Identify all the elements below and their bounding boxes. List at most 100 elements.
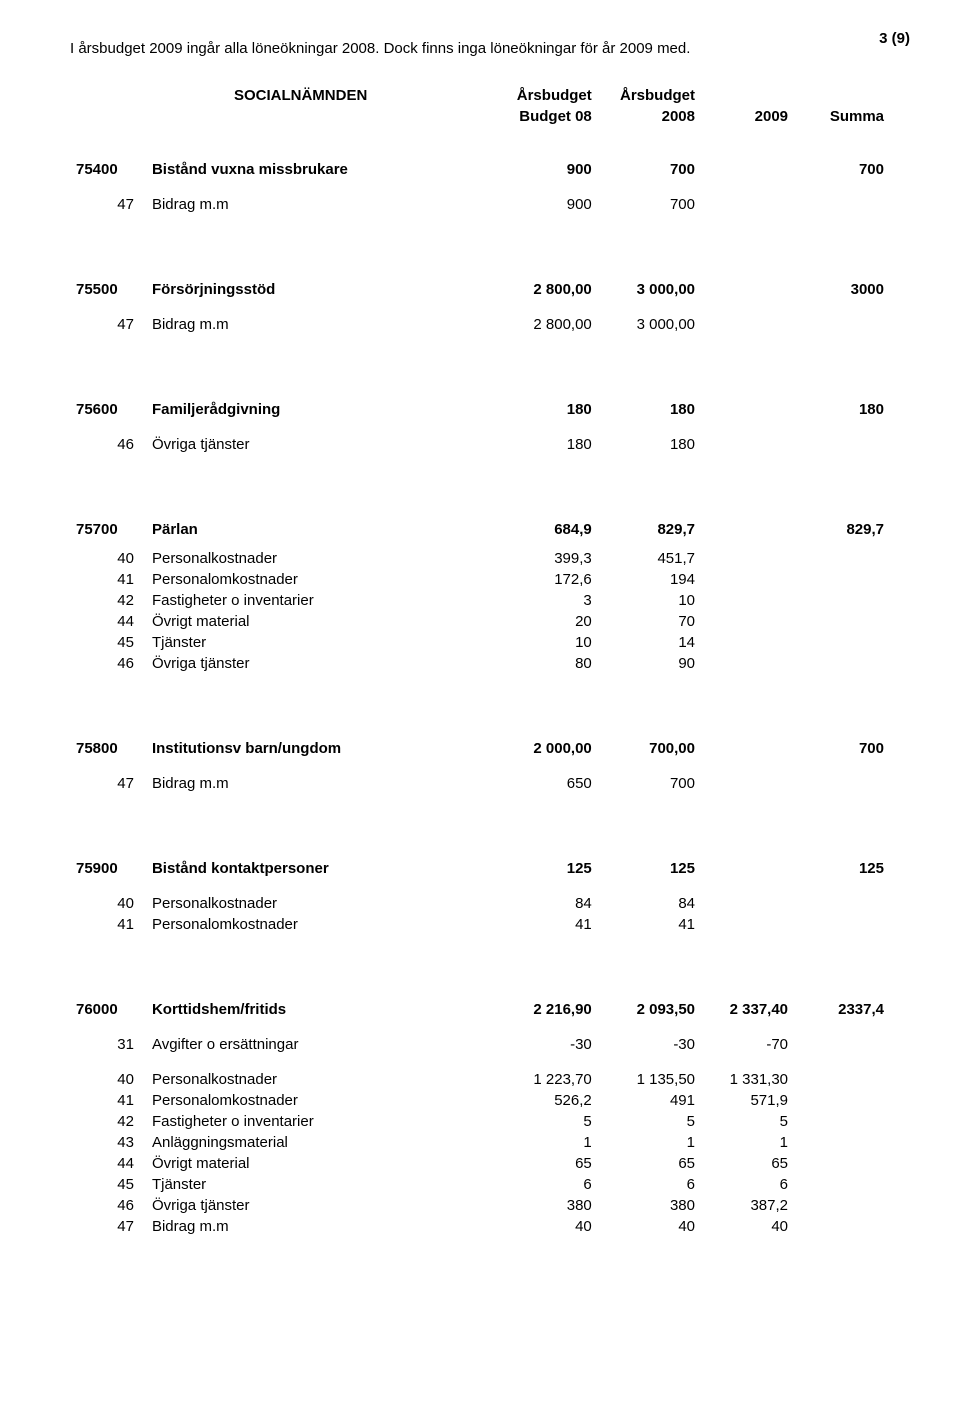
section-val [701, 279, 794, 300]
section-val: 180 [495, 399, 598, 420]
section-code: 75800 [70, 738, 146, 759]
row-name: Övriga tjänster [146, 434, 495, 455]
row-val [701, 632, 794, 653]
section-header-row: 76000Korttidshem/fritids2 216,902 093,50… [70, 999, 890, 1020]
row-code: 45 [70, 632, 146, 653]
row-code: 46 [70, 434, 146, 455]
row-name: Tjänster [146, 632, 495, 653]
row-name: Bidrag m.m [146, 1216, 495, 1237]
page: 3 (9) I årsbudget 2009 ingår alla löneök… [0, 0, 960, 1405]
section-val: 829,7 [794, 519, 890, 540]
table-row: 47Bidrag m.m2 800,003 000,00 [70, 314, 890, 335]
section-val [701, 738, 794, 759]
row-val: 650 [495, 773, 598, 794]
section-val: 2 216,90 [495, 999, 598, 1020]
row-val [794, 1153, 890, 1174]
row-val: 700 [598, 773, 701, 794]
row-val: 5 [598, 1111, 701, 1132]
row-code: 41 [70, 1090, 146, 1111]
row-code: 43 [70, 1132, 146, 1153]
row-val: 1 331,30 [701, 1069, 794, 1090]
row-code: 45 [70, 1174, 146, 1195]
row-name: Personalomkostnader [146, 1090, 495, 1111]
row-val [794, 314, 890, 335]
table-row: 31Avgifter o ersättningar-30-30-70 [70, 1034, 890, 1055]
row-val [701, 893, 794, 914]
row-name: Anläggningsmaterial [146, 1132, 495, 1153]
row-val: 900 [495, 194, 598, 215]
row-val [794, 569, 890, 590]
table-row: 42Fastigheter o inventarier555 [70, 1111, 890, 1132]
section-name: Bistånd vuxna missbrukare [146, 159, 495, 180]
section-header-row: 75400Bistånd vuxna missbrukare900700700 [70, 159, 890, 180]
table-row: 46Övriga tjänster8090 [70, 653, 890, 674]
row-code: 40 [70, 893, 146, 914]
row-val [794, 611, 890, 632]
row-val: 84 [495, 893, 598, 914]
intro-text: I årsbudget 2009 ingår alla löneökningar… [70, 40, 890, 57]
row-val [794, 1034, 890, 1055]
row-val [701, 653, 794, 674]
row-val: 40 [701, 1216, 794, 1237]
table-row: 41Personalomkostnader4141 [70, 914, 890, 935]
row-code: 47 [70, 314, 146, 335]
section-val: 180 [598, 399, 701, 420]
row-val: 380 [598, 1195, 701, 1216]
section-val: 700 [794, 159, 890, 180]
table-row: 46Övriga tjänster380380387,2 [70, 1195, 890, 1216]
row-val: 40 [598, 1216, 701, 1237]
row-val: 65 [598, 1153, 701, 1174]
table-row: 40Personalkostnader8484 [70, 893, 890, 914]
row-val [794, 914, 890, 935]
row-code: 46 [70, 1195, 146, 1216]
section-val: 700 [794, 738, 890, 759]
section-val: 2 800,00 [495, 279, 598, 300]
section-code: 75500 [70, 279, 146, 300]
row-code: 40 [70, 1069, 146, 1090]
header-col1b: Budget 08 [495, 106, 598, 127]
table-row: 47Bidrag m.m900700 [70, 194, 890, 215]
table-row: 41Personalomkostnader172,6194 [70, 569, 890, 590]
row-val: 41 [598, 914, 701, 935]
section-val: 2 093,50 [598, 999, 701, 1020]
row-val [794, 1069, 890, 1090]
row-code: 42 [70, 1111, 146, 1132]
section-val [701, 159, 794, 180]
section-val: 3000 [794, 279, 890, 300]
page-number: 3 (9) [879, 30, 910, 47]
row-val: 10 [598, 590, 701, 611]
row-val: 380 [495, 1195, 598, 1216]
header-col2b: 2008 [598, 106, 701, 127]
row-val [794, 632, 890, 653]
row-name: Personalomkostnader [146, 569, 495, 590]
row-code: 47 [70, 1216, 146, 1237]
table-row: 44Övrigt material2070 [70, 611, 890, 632]
row-val: 399,3 [495, 548, 598, 569]
section-code: 75400 [70, 159, 146, 180]
row-val [701, 590, 794, 611]
table-header-row1: SOCIALNÄMNDEN Årsbudget Årsbudget [70, 85, 890, 106]
row-name: Övriga tjänster [146, 1195, 495, 1216]
section-header-row: 75600Familjerådgivning180180180 [70, 399, 890, 420]
row-val: 1 [598, 1132, 701, 1153]
row-val [794, 548, 890, 569]
table-row: 45Tjänster666 [70, 1174, 890, 1195]
table-header-row2: Budget 08 2008 2009 Summa [70, 106, 890, 127]
row-val: 1 223,70 [495, 1069, 598, 1090]
section-val: 125 [495, 858, 598, 879]
row-val: 172,6 [495, 569, 598, 590]
row-name: Personalkostnader [146, 1069, 495, 1090]
row-val [701, 611, 794, 632]
section-name: Korttidshem/fritids [146, 999, 495, 1020]
row-val: 41 [495, 914, 598, 935]
row-val: 2 800,00 [495, 314, 598, 335]
row-code: 44 [70, 1153, 146, 1174]
row-val [701, 434, 794, 455]
section-code: 75900 [70, 858, 146, 879]
row-val: 6 [701, 1174, 794, 1195]
section-val: 2337,4 [794, 999, 890, 1020]
row-code: 46 [70, 653, 146, 674]
row-val [794, 1216, 890, 1237]
row-val: 90 [598, 653, 701, 674]
row-name: Personalkostnader [146, 548, 495, 569]
